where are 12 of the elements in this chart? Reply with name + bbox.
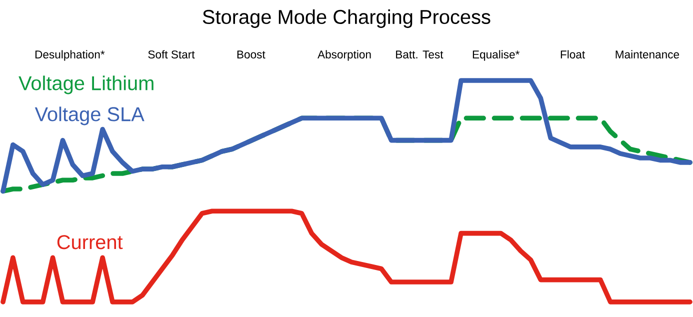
text: Maintenance: [616, 50, 680, 58]
chart-title: Storage Mode Charging Process: [202, 9, 490, 28]
text: Boost: [237, 50, 266, 58]
text: Absorption: [318, 50, 371, 61]
text: Equalise*: [472, 50, 520, 61]
text: Soft Start: [148, 50, 195, 58]
text: Batt. Test: [396, 50, 444, 58]
text: Float: [560, 50, 586, 58]
series-label: Current: [57, 235, 123, 250]
series-label: Voltage SLA: [34, 106, 144, 126]
text: Desulphation*: [35, 50, 105, 61]
text: Voltage Lithium: [18, 76, 154, 94]
